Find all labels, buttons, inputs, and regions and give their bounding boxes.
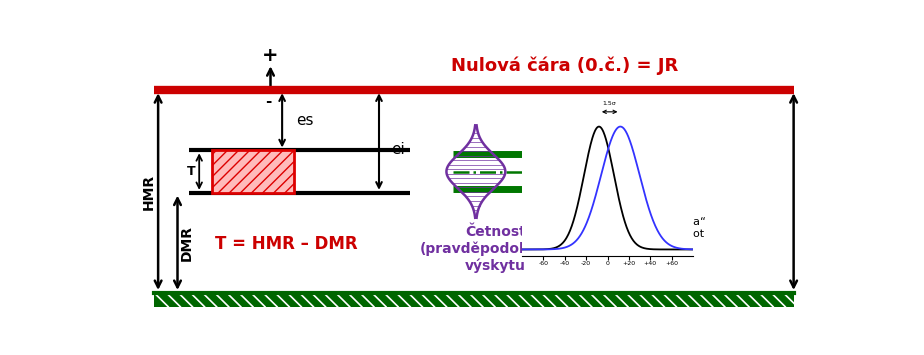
Text: Metoda "6 Sigma“
Metoda RSS (Root
Sum Squares): Metoda "6 Sigma“ Metoda RSS (Root Sum Sq…: [603, 217, 706, 250]
Bar: [154, 293, 794, 307]
Text: HMR: HMR: [141, 174, 156, 210]
Text: DMR: DMR: [180, 225, 194, 261]
Text: -: -: [265, 94, 272, 109]
Text: +: +: [262, 46, 279, 65]
Text: ei: ei: [391, 142, 405, 157]
Text: 1.5σ: 1.5σ: [602, 101, 616, 106]
Text: Nulová čára (0.č.) = JR: Nulová čára (0.č.) = JR: [452, 56, 678, 75]
Bar: [213, 151, 294, 193]
Text: T: T: [188, 165, 196, 178]
Text: es: es: [296, 113, 313, 128]
Text: Četnost
(pravděpodobnost)
výskytu: Četnost (pravděpodobnost) výskytu: [419, 225, 570, 273]
Text: T = HMR – DMR: T = HMR – DMR: [214, 235, 358, 253]
